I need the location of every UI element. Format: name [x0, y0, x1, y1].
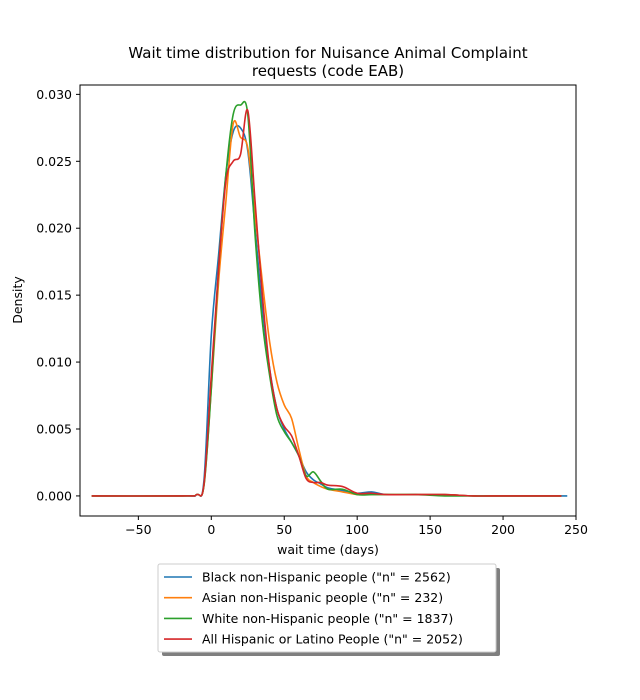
- legend-box: [157, 563, 497, 653]
- legend-label-1: Asian non-Hispanic people ("n" = 232): [202, 590, 443, 605]
- y-tick-label: 0.020: [36, 221, 72, 236]
- y-tick-label: 0.005: [36, 421, 72, 436]
- y-tick-label: 0.025: [36, 154, 72, 169]
- x-tick-label: 100: [345, 522, 369, 537]
- x-tick-label: 0: [207, 522, 215, 537]
- x-axis-label: wait time (days): [277, 542, 379, 557]
- plot-lines: [91, 100, 568, 497]
- y-tick-label: 0.015: [36, 288, 72, 303]
- series-line-1: [91, 120, 562, 497]
- axes-frame: [79, 84, 577, 517]
- legend-entries: Black non-Hispanic people ("n" = 2562) As…: [164, 570, 463, 647]
- chart-title-line-1: Wait time distribution for Nuisance Anim…: [128, 44, 527, 62]
- x-tick-label: −50: [125, 522, 151, 537]
- legend: Black non-Hispanic people ("n" = 2562) As…: [157, 563, 500, 656]
- x-tick-label: 150: [418, 522, 442, 537]
- y-tick-label: 0.030: [36, 87, 72, 102]
- y-axis-label: Density: [10, 276, 25, 324]
- series-line-3: [91, 108, 562, 497]
- y-tick-label: 0.010: [36, 355, 72, 370]
- legend-label-0: Black non-Hispanic people ("n" = 2562): [202, 570, 451, 585]
- y-tick-label: 0.000: [36, 488, 72, 503]
- legend-label-2: White non-Hispanic people ("n" = 1837): [202, 611, 453, 626]
- x-tick-label: 200: [491, 522, 515, 537]
- y-axis-ticks: 0.000 0.005 0.010 0.015 0.020 0.025 0.030: [36, 87, 80, 503]
- x-axis-ticks: −50 0 50 100 150 200 250: [125, 516, 588, 537]
- x-tick-label: 250: [564, 522, 588, 537]
- legend-label-3: All Hispanic or Latino People ("n" = 205…: [202, 632, 463, 647]
- x-tick-label: 50: [276, 522, 292, 537]
- chart-title-line-2: requests (code EAB): [252, 62, 404, 80]
- series-line-2: [91, 100, 562, 497]
- series-line-0: [91, 124, 568, 497]
